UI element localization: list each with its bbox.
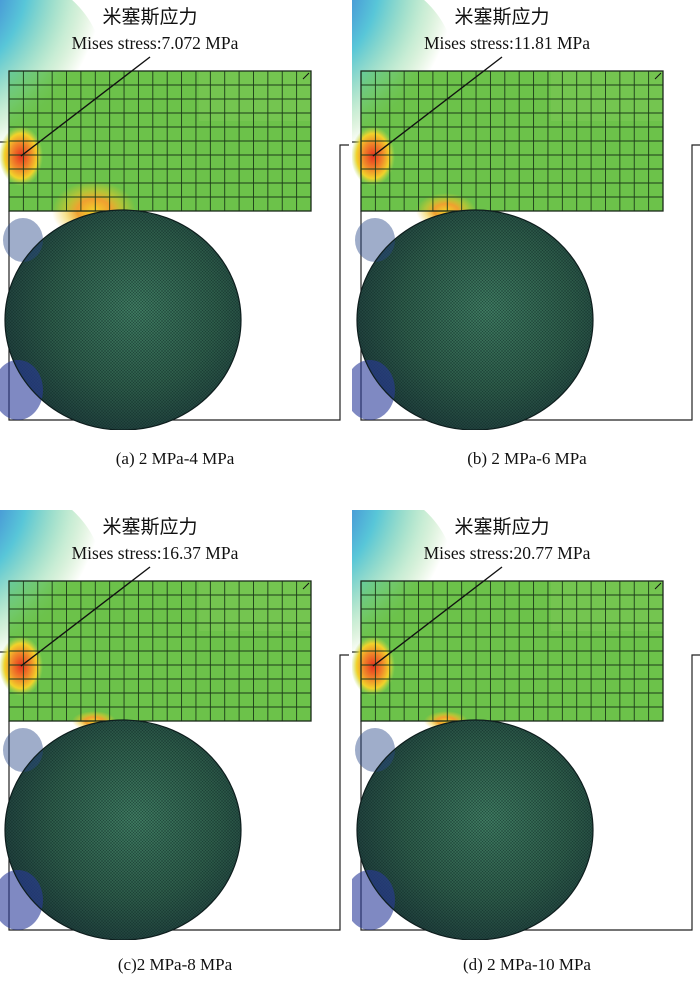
panel-caption: (c)2 MPa-8 MPa — [117, 955, 233, 974]
mises-stress-label: Mises stress:7.072 MPa — [71, 33, 239, 53]
leader-line — [372, 566, 503, 667]
panel-c: 米塞斯应力 Mises stress:16.37 MPa (c)2 MPa-8 … — [0, 510, 350, 999]
leader-line — [20, 56, 151, 157]
leader-line — [372, 56, 503, 157]
stress-label-cn: 米塞斯应力 — [102, 6, 198, 28]
stress-contour-figure — [352, 510, 700, 940]
panel-caption: (b) 2 MPa-6 MPa — [467, 449, 587, 468]
panel-caption: (a) 2 MPa-4 MPa — [115, 449, 235, 468]
stress-label-cn: 米塞斯应力 — [454, 6, 550, 28]
panel-caption: (d) 2 MPa-10 MPa — [463, 955, 591, 974]
panel-d: 米塞斯应力 Mises stress:20.77 MPa (d) 2 MPa-1… — [352, 510, 700, 999]
stress-label-cn: 米塞斯应力 — [102, 516, 198, 538]
stress-contour-figure — [0, 510, 349, 940]
panel-b: 米塞斯应力 Mises stress:11.81 MPa (b) 2 MPa-6… — [352, 0, 700, 489]
stress-label-cn: 米塞斯应力 — [454, 516, 550, 538]
stress-contour-figure — [0, 0, 349, 430]
mises-stress-label: Mises stress:20.77 MPa — [423, 543, 591, 563]
leader-line — [20, 566, 151, 667]
mises-stress-label: Mises stress:16.37 MPa — [71, 543, 239, 563]
mises-stress-label: Mises stress:11.81 MPa — [423, 33, 591, 53]
mesh-grid — [8, 70, 312, 212]
stress-contour-figure — [352, 0, 700, 430]
panel-a: 米塞斯应力 Mises stress:7.072 MPa (a) 2 MPa-4… — [0, 0, 350, 489]
